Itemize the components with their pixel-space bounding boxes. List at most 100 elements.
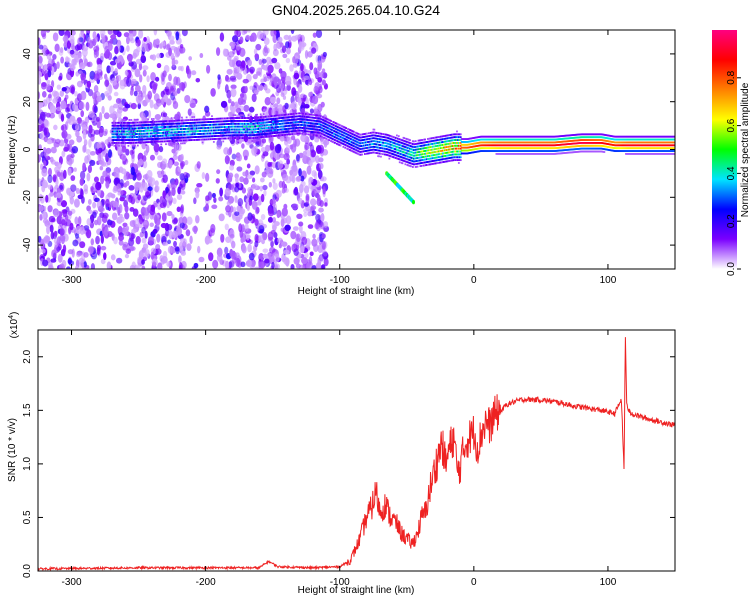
spectrogram-noise-cell [83,55,87,63]
spectrogram-noise-cell [264,258,270,264]
spectrogram-noise-cell [156,62,162,69]
spectrogram-ridge-cell [170,117,173,119]
spectrogram-ridge-cell [123,119,126,121]
spectrogram-noise-cell [242,149,249,159]
spectrogram-noise-cell [124,204,129,213]
spectrogram-noise-cell [229,233,235,239]
spectrogram-noise-cell [270,30,275,37]
spectrogram-ridge-cell [380,152,382,155]
spectrogram-noise-cell [298,168,302,177]
spectrogram-noise-cell [154,214,158,224]
spectrogram-noise-cell [116,55,121,64]
spectrogram-noise-cell [45,30,51,33]
spectrogram-noise-cell [301,236,308,246]
spectrogram-noise-cell [130,166,135,176]
spectrogram-noise-cell [52,176,57,183]
spectrogram-noise-cell [107,95,112,101]
spectrogram-noise-cell [301,257,308,265]
spectrogram-noise-cell [79,178,84,186]
spectrogram-noise-cell [142,243,149,250]
spectrogram-noise-cell [117,225,123,236]
spectrogram-noise-cell [87,164,93,174]
spectrogram-noise-cell [282,53,288,59]
spectrogram-noise-cell [69,34,75,44]
spectrogram-noise-cell [145,191,150,198]
spectrogram-noise-cell [306,262,310,269]
spectrogram-ridge-cell [132,144,135,147]
spectrogram-ridge-cell [403,137,406,140]
spectrogram-noise-cell [80,90,87,101]
spectrogram-noise-cell [322,251,329,260]
spectrogram-ridge-cell [397,135,400,138]
spectrogram-noise-cell [241,143,245,149]
spectrogram-noise-cell [131,228,137,234]
spectrogram-noise-cell [208,252,214,262]
spectrogram-noise-cell [298,40,303,50]
spectrogram-noise-cell [121,153,127,162]
spectrogram-noise-cell [72,239,79,247]
spectrogram-noise-cell [260,193,265,203]
spectrogram-noise-cell [89,151,96,156]
spectrogram-noise-cell [224,84,229,93]
spectrogram-ridge-cell [145,144,148,147]
spectrogram-noise-cell [149,222,154,227]
spectrogram-noise-cell [83,261,87,268]
spectrogram-ridge-cell [284,133,287,136]
spectrogram-noise-cell [102,170,108,178]
spectrogram-noise-cell [102,130,108,137]
spectrogram-noise-cell [258,224,265,234]
spectrogram-noise-cell [248,252,255,261]
spectrogram-ridge-cell [361,153,364,156]
spectrogram-noise-cell [243,177,249,185]
spectrogram-noise-cell [252,74,258,80]
spectrogram-noise-cell [111,37,118,45]
spectrogram-noise-cell [77,216,82,226]
spectrogram-noise-cell [176,206,181,213]
spectrogram-noise-cell [230,84,237,90]
spectrogram-noise-cell [290,30,295,34]
spectrogram-noise-cell [142,155,147,162]
spectrogram-noise-cell [186,216,193,225]
spectrogram-noise-cell [49,224,54,233]
spectrogram-noise-cell [230,88,237,98]
spectrogram-noise-cell [170,181,178,190]
spectrogram-noise-cell [262,253,268,259]
spectrogram-noise-cell [41,91,47,98]
spectrogram-noise-cell [88,209,93,215]
spectrogram-noise-cell [229,75,236,81]
spectrogram-noise-cell [272,161,276,169]
spectrogram-ridge-cell [290,113,293,115]
spectrogram-noise-cell [283,153,290,161]
spectrogram-noise-cell [100,175,105,185]
spectrogram-noise-cell [97,152,102,162]
spectrogram-noise-cell [296,213,303,219]
spectrogram-noise-cell [60,56,65,64]
spectrogram-noise-cell [154,113,162,121]
spectrogram-noise-cell [198,256,205,263]
spectrogram-noise-cell [60,100,67,110]
spectrogram-noise-cell [162,112,168,118]
spectrogram-noise-cell [41,211,47,220]
spectrogram-noise-cell [228,261,233,268]
spectrogram-noise-cell [145,249,150,257]
spectrogram-ridge-cell [234,114,237,117]
spectrogram-noise-cell [143,150,148,156]
spectrogram-noise-cell [100,234,104,244]
spectrogram-noise-cell [114,68,118,74]
spectrogram-noise-cell [289,102,295,110]
spectrogram-noise-cell [61,131,66,138]
spectrogram-noise-cell [113,103,119,109]
spectrogram-noise-cell [199,52,204,59]
spectrogram-noise-cell [81,47,88,57]
spectrogram-noise-cell [234,186,240,193]
spectrogram-noise-cell [91,92,97,100]
spectrogram-noise-cell [283,34,290,41]
spectrogram-noise-cell [205,203,209,212]
spectrogram-noise-cell [72,103,76,111]
spectrogram-noise-cell [175,31,180,41]
spectrogram-noise-cell [43,64,48,71]
spectrogram-noise-cell [300,175,305,182]
spectrogram-noise-cell [179,46,186,54]
spectrogram-ridge-cell [302,112,304,115]
spectrogram-noise-cell [321,79,326,86]
